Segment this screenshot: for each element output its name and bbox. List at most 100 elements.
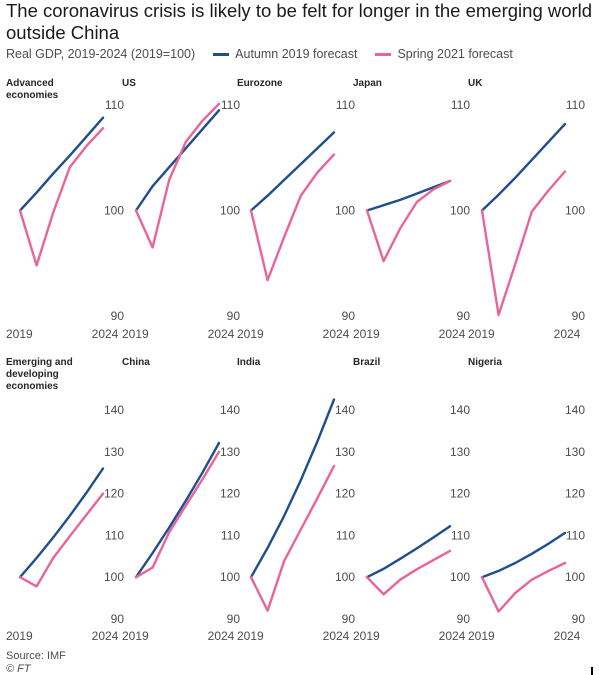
y-tick-label-japan-100: 100: [450, 204, 470, 218]
x-tick-label-brazil-2024: 2024: [439, 629, 466, 643]
y-tick-label-nigeria-120: 120: [565, 487, 585, 501]
source-note: Source: IMF: [6, 650, 66, 662]
y-tick-label-emerging-and-developing-economies-130: 130: [104, 445, 124, 459]
y-tick-label-us-110: 110: [221, 98, 240, 112]
x-tick-label-emerging-and-developing-economies-2019: 2019: [6, 629, 33, 643]
x-tick-label-advanced-economies-2019: 2019: [6, 327, 33, 341]
x-tick-label-uk-2019: 2019: [468, 327, 495, 341]
y-tick-label-emerging-and-developing-economies-100: 100: [104, 570, 124, 584]
legend-item-autumn: Autumn 2019 forecast: [213, 47, 357, 61]
y-tick-label-us-90: 90: [227, 309, 241, 323]
panel-title-india: India: [237, 357, 261, 368]
y-tick-label-india-120: 120: [335, 487, 355, 501]
panel-uk: UK 90 100 110 2019 2024: [468, 78, 585, 341]
series-line-eurozone-spring: [249, 153, 336, 282]
legend-item-spring: Spring 2021 forecast: [375, 47, 513, 61]
panel-title-emerging-and-developing-economies-line-3: economies: [6, 381, 59, 392]
x-tick-label-brazil-2019: 2019: [353, 629, 380, 643]
y-tick-label-nigeria-130: 130: [565, 445, 585, 459]
y-tick-label-brazil-90: 90: [457, 612, 471, 626]
y-tick-label-china-120: 120: [220, 487, 240, 501]
y-tick-label-china-100: 100: [220, 570, 240, 584]
x-tick-label-india-2024: 2024: [323, 629, 350, 643]
y-tick-label-emerging-and-developing-economies-110: 110: [105, 528, 124, 542]
panel-title-emerging-and-developing-economies-line-1: Emerging and: [6, 357, 73, 368]
x-tick-label-us-2019: 2019: [122, 327, 149, 341]
y-tick-label-emerging-and-developing-economies-90: 90: [111, 612, 125, 626]
x-tick-label-emerging-and-developing-economies-2024: 2024: [92, 629, 119, 643]
x-tick-label-eurozone-2024: 2024: [323, 327, 350, 341]
panel-title-uk: UK: [468, 78, 483, 89]
corner-mark: [591, 667, 593, 675]
y-tick-label-india-140: 140: [335, 403, 355, 417]
series-line-india-spring: [249, 464, 336, 612]
x-tick-label-china-2024: 2024: [208, 629, 235, 643]
legend-label-autumn: Autumn 2019 forecast: [235, 47, 358, 61]
legend-swatch-autumn: [213, 52, 230, 56]
series-line-advanced-economies-autumn: [18, 116, 105, 212]
y-tick-label-brazil-120: 120: [450, 487, 470, 501]
y-tick-label-advanced-economies-100: 100: [104, 204, 124, 218]
series-line-japan-autumn: [365, 179, 452, 212]
series-line-eurozone-autumn: [249, 131, 336, 212]
x-tick-label-nigeria-2019: 2019: [468, 629, 495, 643]
x-tick-label-eurozone-2019: 2019: [237, 327, 264, 341]
series-line-us-autumn: [134, 109, 221, 212]
y-tick-label-india-130: 130: [335, 445, 355, 459]
series-line-nigeria-autumn: [480, 531, 567, 579]
y-tick-label-china-110: 110: [221, 528, 240, 542]
y-tick-label-brazil-100: 100: [450, 570, 470, 584]
x-tick-label-advanced-economies-2024: 2024: [92, 327, 119, 341]
y-tick-label-brazil-110: 110: [451, 528, 470, 542]
x-tick-label-china-2019: 2019: [122, 629, 149, 643]
chart-title: The coronavirus crisis is likely to be f…: [6, 0, 593, 43]
series-line-japan-spring: [365, 179, 452, 263]
panel-nigeria: Nigeria 90 100 110 120 130 140 2019 2024: [468, 357, 585, 643]
panel-us: US 90 100 110 2019 2024: [122, 78, 240, 341]
y-tick-label-nigeria-100: 100: [565, 570, 585, 584]
series-line-us-spring: [134, 102, 221, 249]
y-tick-label-eurozone-110: 110: [336, 98, 355, 112]
y-tick-label-advanced-economies-110: 110: [105, 98, 124, 112]
y-tick-label-india-90: 90: [342, 612, 356, 626]
series-line-india-autumn: [249, 398, 336, 579]
series-line-uk-spring: [480, 170, 567, 317]
panel-japan: Japan 90 100 110 2019 2024: [353, 78, 470, 341]
panel-title-advanced-economies-line-1: Advanced: [6, 78, 54, 89]
series-line-emerging-and-developing-economies-autumn: [18, 467, 105, 579]
panel-title-nigeria: Nigeria: [468, 357, 502, 368]
x-tick-label-japan-2024: 2024: [439, 327, 466, 341]
legend-label-spring: Spring 2021 forecast: [397, 47, 513, 61]
y-tick-label-china-130: 130: [220, 445, 240, 459]
panel-brazil: Brazil 90 100 110 120 130 140 2019 2024: [353, 357, 470, 643]
y-tick-label-india-110: 110: [336, 528, 355, 542]
panel-title-advanced-economies-line-2: economies: [6, 90, 59, 101]
chart-subtitle: Real GDP, 2019-2024 (2019=100): [6, 47, 196, 61]
panel-title-brazil: Brazil: [353, 357, 380, 368]
legend-swatch-spring: [375, 52, 392, 56]
series-line-china-autumn: [134, 441, 221, 579]
y-tick-label-nigeria-110: 110: [566, 528, 585, 542]
y-tick-label-advanced-economies-90: 90: [111, 309, 125, 323]
y-tick-label-brazil-130: 130: [450, 445, 470, 459]
panel-title-us: US: [122, 78, 136, 89]
y-tick-label-india-100: 100: [335, 570, 355, 584]
y-tick-label-emerging-and-developing-economies-140: 140: [104, 403, 124, 417]
series-line-china-spring: [134, 450, 221, 579]
series-line-advanced-economies-spring: [18, 126, 105, 267]
y-tick-label-china-90: 90: [227, 612, 241, 626]
panel-title-eurozone: Eurozone: [237, 78, 283, 89]
y-tick-label-uk-110: 110: [566, 98, 585, 112]
series-line-brazil-spring: [365, 549, 452, 596]
y-tick-label-emerging-and-developing-economies-120: 120: [104, 487, 124, 501]
series-line-nigeria-spring: [480, 561, 567, 613]
x-tick-label-japan-2019: 2019: [353, 327, 380, 341]
y-tick-label-japan-110: 110: [451, 98, 470, 112]
panel-eurozone: Eurozone 90 100 110 2019 2024: [237, 78, 355, 341]
y-tick-label-eurozone-90: 90: [342, 309, 356, 323]
y-tick-label-eurozone-100: 100: [335, 204, 355, 218]
y-tick-label-nigeria-140: 140: [565, 403, 585, 417]
